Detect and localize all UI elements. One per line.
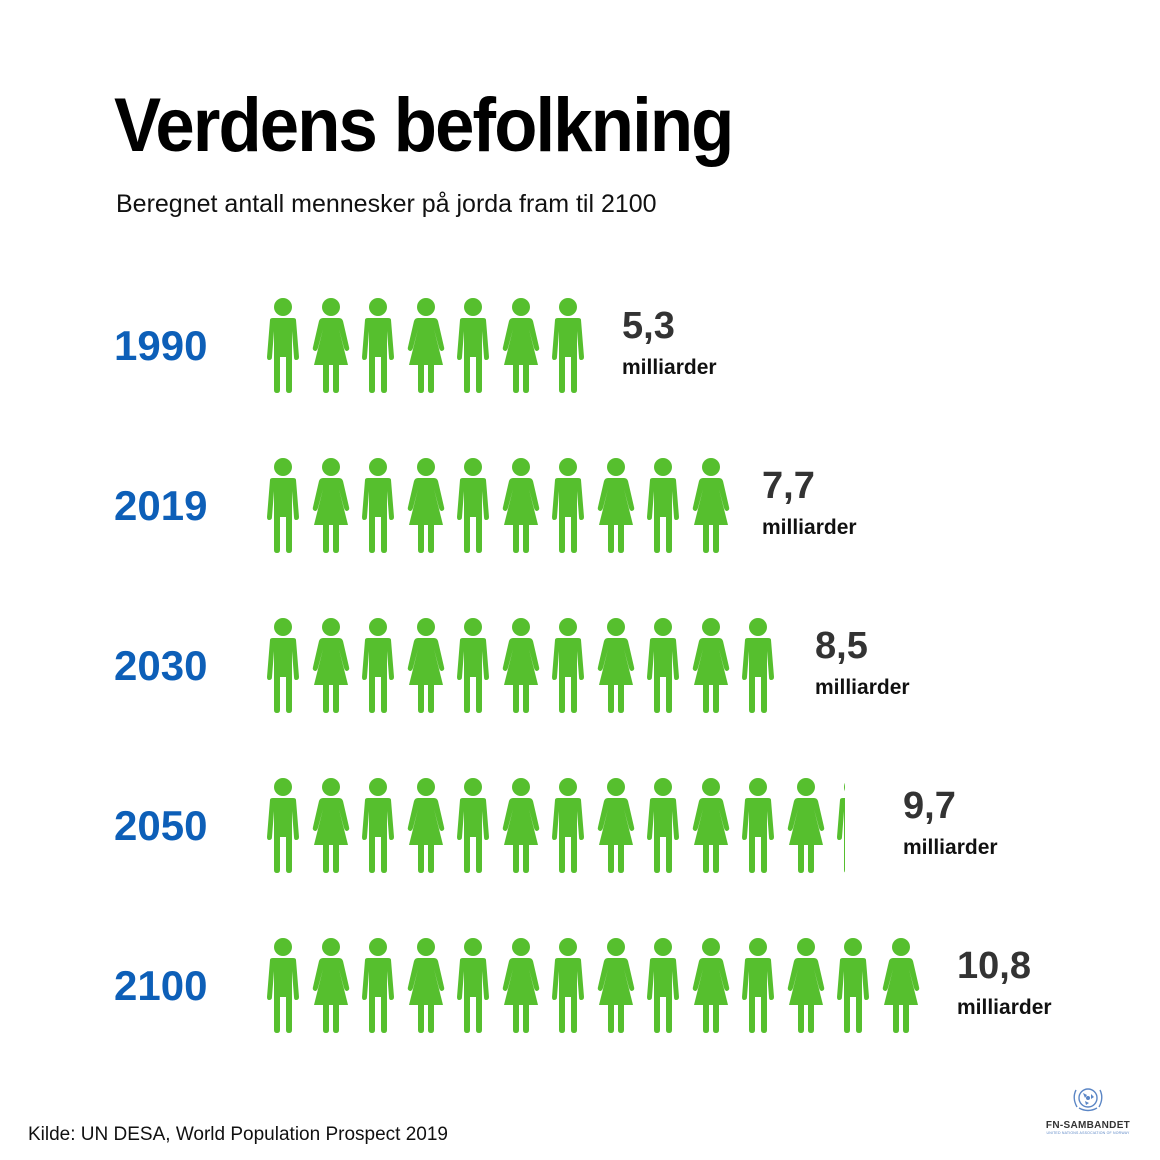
population-value: 8,5 milliarder	[815, 627, 910, 698]
woman-icon	[597, 937, 645, 1033]
population-value: 7,7 milliarder	[762, 467, 857, 538]
population-value: 5,3 milliarder	[622, 307, 717, 378]
man-icon	[264, 937, 312, 1033]
man-icon	[739, 777, 787, 873]
value-number: 10,8	[957, 945, 1031, 987]
population-value: 10,8 milliarder	[957, 947, 1052, 1018]
partial-man-icon	[834, 777, 845, 873]
man-icon	[644, 937, 692, 1033]
page-subtitle: Beregnet antall mennesker på jorda fram …	[116, 190, 657, 218]
person-icons	[264, 617, 787, 713]
person-icons	[264, 777, 845, 873]
man-icon	[549, 297, 597, 393]
value-unit: milliarder	[762, 516, 857, 539]
woman-icon	[597, 777, 645, 873]
man-icon	[739, 617, 787, 713]
woman-icon	[502, 937, 550, 1033]
woman-icon	[407, 617, 455, 713]
man-icon	[834, 937, 882, 1033]
woman-icon	[407, 457, 455, 553]
fn-sambandet-logo: FN-SAMBANDET UNITED NATIONS ASSOCIATION …	[1038, 1084, 1138, 1135]
man-icon	[264, 457, 312, 553]
man-icon	[264, 297, 312, 393]
logo-name: FN-SAMBANDET	[1045, 1120, 1131, 1131]
value-unit: milliarder	[903, 836, 998, 859]
man-icon	[549, 617, 597, 713]
population-row-2100: 2100 10,8 milliarder	[0, 937, 1160, 1037]
woman-icon	[597, 457, 645, 553]
person-icons	[264, 297, 597, 393]
value-unit: milliarder	[622, 356, 717, 379]
woman-icon	[312, 777, 360, 873]
woman-icon	[787, 777, 835, 873]
woman-icon	[312, 617, 360, 713]
woman-icon	[692, 777, 740, 873]
page-title: Verdens befolkning	[114, 83, 734, 168]
woman-icon	[502, 617, 550, 713]
man-icon	[549, 777, 597, 873]
year-label: 1990	[114, 322, 208, 369]
man-icon	[264, 617, 312, 713]
woman-icon	[407, 777, 455, 873]
man-icon	[454, 297, 502, 393]
population-value: 9,7 milliarder	[903, 787, 998, 858]
population-row-2030: 2030 8,5 milliarder	[0, 617, 1160, 717]
man-icon	[644, 457, 692, 553]
man-icon	[739, 937, 787, 1033]
woman-icon	[312, 457, 360, 553]
year-label: 2030	[114, 642, 208, 689]
woman-icon	[502, 297, 550, 393]
value-number: 8,5	[815, 625, 868, 667]
man-icon	[454, 777, 502, 873]
year-label: 2019	[114, 482, 208, 529]
man-icon	[454, 617, 502, 713]
woman-icon	[692, 937, 740, 1033]
value-number: 5,3	[622, 305, 675, 347]
year-label: 2100	[114, 962, 208, 1009]
woman-icon	[312, 297, 360, 393]
man-icon	[549, 937, 597, 1033]
man-icon	[644, 617, 692, 713]
year-label: 2050	[114, 802, 208, 849]
woman-icon	[692, 617, 740, 713]
man-icon	[359, 617, 407, 713]
value-number: 9,7	[903, 785, 956, 827]
man-icon	[359, 297, 407, 393]
man-icon	[454, 937, 502, 1033]
man-icon	[264, 777, 312, 873]
man-icon	[359, 457, 407, 553]
woman-icon	[312, 937, 360, 1033]
man-icon	[644, 777, 692, 873]
population-row-2050: 2050 9,7 milliarder	[0, 777, 1160, 877]
woman-icon	[407, 297, 455, 393]
woman-icon	[692, 457, 740, 553]
woman-icon	[502, 777, 550, 873]
value-number: 7,7	[762, 465, 815, 507]
logo-tagline: UNITED NATIONS ASSOCIATION OF NORWAY	[1046, 1131, 1130, 1135]
value-unit: milliarder	[815, 676, 910, 699]
woman-icon	[882, 937, 930, 1033]
person-icons	[264, 457, 739, 553]
population-row-2019: 2019 7,7 milliarder	[0, 457, 1160, 557]
man-icon	[359, 777, 407, 873]
population-row-1990: 1990 5,3 milliarder	[0, 297, 1160, 397]
value-unit: milliarder	[957, 996, 1052, 1019]
woman-icon	[597, 617, 645, 713]
woman-icon	[502, 457, 550, 553]
man-icon	[454, 457, 502, 553]
man-icon	[359, 937, 407, 1033]
man-icon	[549, 457, 597, 553]
source-note: Kilde: UN DESA, World Population Prospec…	[28, 1124, 448, 1145]
woman-icon	[407, 937, 455, 1033]
person-icons	[264, 937, 929, 1033]
woman-icon	[787, 937, 835, 1033]
un-emblem-icon	[1073, 1088, 1103, 1112]
